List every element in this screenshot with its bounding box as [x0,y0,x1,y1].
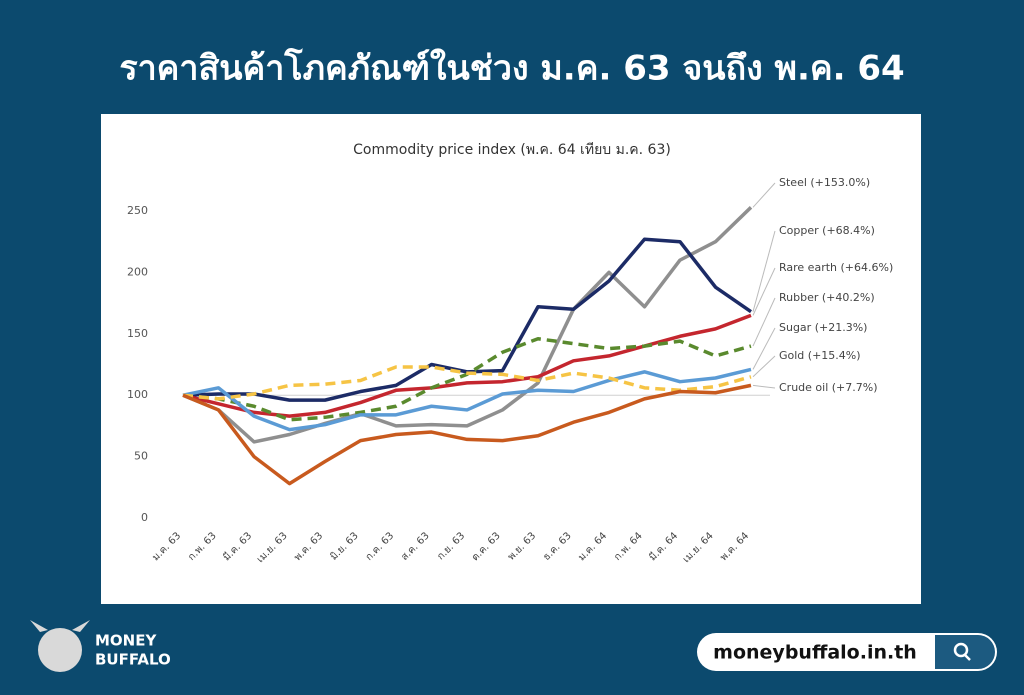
y-tick-label: 50 [134,450,148,463]
legend-label: Copper (+68.4%) [779,224,875,237]
logo-text: BUFFALO [95,651,171,669]
logo-icon [38,628,82,672]
search-bar[interactable]: moneybuffalo.in.th [697,633,997,671]
series-line [182,206,753,444]
leader-line [752,327,776,370]
y-tick-label: 200 [127,265,148,278]
page-title: ราคาสินค้าโภคภัณฑ์ในช่วง ม.ค. 63 จนถึง พ… [119,48,904,89]
leader-line [752,182,776,208]
leader-line [752,230,776,312]
logo-text: MONEY [95,632,157,650]
legend-label: Rubber (+40.2%) [779,291,875,304]
search-box[interactable] [697,633,997,671]
y-tick-label: 0 [141,511,148,524]
y-tick-label: 250 [127,204,148,217]
search-button[interactable] [935,635,995,669]
y-tick-label: 150 [127,327,148,340]
logo-horns [30,620,90,632]
series-line [182,367,752,432]
leader-line [752,297,776,347]
legend-label: Crude oil (+7.7%) [779,381,878,394]
leader-line [752,267,776,316]
search-icon [964,654,971,661]
chart-panel [101,114,921,604]
search-url: moneybuffalo.in.th [713,642,917,664]
search-icon [953,642,969,658]
legend-label: Gold (+15.4%) [779,349,861,362]
y-tick-label: 100 [127,388,148,401]
leader-line [752,355,776,378]
legend-label: Steel (+153.0%) [779,176,870,189]
logo: MONEY BUFFALO [30,620,171,672]
series-line [182,365,752,401]
chart-title: Commodity price index (พ.ค. 64 เทียบ ม.ค… [353,142,671,158]
leader-line [752,384,776,389]
series-line [182,383,752,486]
legend-label: Rare earth (+64.6%) [779,261,893,274]
legend-label: Sugar (+21.3%) [779,321,867,334]
